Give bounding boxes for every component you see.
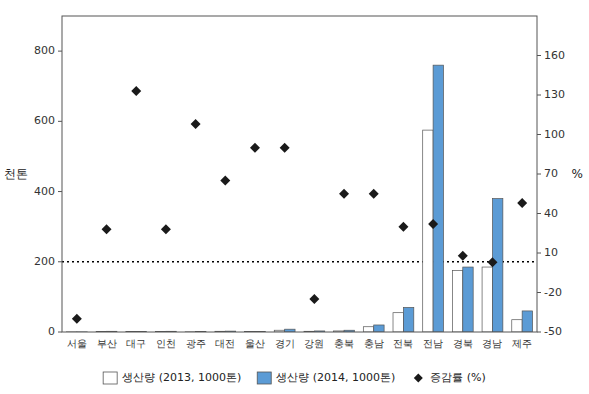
x-tick-label: 충북: [334, 338, 354, 349]
y2-tick-label: 10: [544, 246, 558, 259]
marker: [398, 222, 408, 232]
bar: [482, 267, 492, 332]
x-tick-label: 울산: [245, 338, 265, 349]
y2-tick: [537, 253, 541, 254]
x-tick-label: 광주: [186, 338, 206, 349]
legend-label: 생산량 (2014, 1000톤): [276, 371, 395, 384]
x-tick-label: 경남: [482, 338, 502, 349]
x-tick-label: 대전: [215, 338, 235, 349]
marker: [309, 294, 319, 304]
x-tick-label: 경북: [453, 338, 473, 349]
bar: [452, 271, 462, 332]
x-tick-label: 전남: [423, 338, 443, 349]
marker: [428, 219, 438, 229]
legend-label: 생산량 (2013, 1000톤): [122, 371, 241, 384]
bar: [374, 325, 384, 332]
legend-swatch: [103, 372, 117, 384]
marker: [72, 314, 82, 324]
y2-tick: [537, 134, 541, 135]
y-tick-label: 0: [48, 325, 55, 338]
y-tick: [58, 51, 62, 52]
legend: 생산량 (2013, 1000톤) 생산량 (2014, 1000톤) 증감률 (%…: [103, 371, 486, 384]
y2-tick-label: -20: [544, 286, 562, 299]
marker: [191, 119, 201, 129]
legend-marker: [414, 374, 423, 383]
bar: [403, 307, 413, 332]
x-tick-label: 제주: [512, 338, 532, 349]
legend-item: 생산량 (2013, 1000톤): [103, 371, 241, 384]
x-tick-label: 충남: [364, 338, 384, 349]
bar: [393, 313, 403, 332]
y-tick-label: 600: [34, 114, 55, 127]
plot-area: [62, 65, 537, 332]
y2-tick-label: 70: [544, 167, 558, 180]
x-tick-label: 경기: [275, 338, 295, 349]
y2-tick-label: 40: [544, 207, 558, 220]
y2-tick: [537, 213, 541, 214]
marker: [220, 176, 230, 186]
y2-tick-label: -50: [544, 325, 562, 338]
marker: [487, 257, 497, 267]
y2-tick: [537, 332, 541, 333]
y2-tick: [537, 292, 541, 293]
marker: [369, 189, 379, 199]
x-tick-label: 부산: [97, 338, 117, 349]
y-tick: [58, 332, 62, 333]
x-tick-label: 대구: [126, 338, 146, 349]
y2-tick: [537, 174, 541, 175]
bar: [433, 65, 443, 332]
legend-swatch: [257, 372, 271, 384]
marker: [458, 251, 468, 261]
bar: [463, 267, 473, 332]
y-axis-label: 천톤: [4, 167, 28, 181]
y-tick-label: 800: [34, 44, 55, 57]
marker: [280, 143, 290, 153]
legend-item: 증감률 (%): [414, 371, 486, 384]
x-tick-label: 인천: [156, 338, 176, 349]
bar: [522, 311, 532, 332]
marker: [161, 224, 171, 234]
y-tick: [58, 191, 62, 192]
chart: 0 200 400 600 800 -50 -20 10 40 70 100 130 160 서울 부산 대구…: [0, 0, 589, 394]
y-tick: [58, 121, 62, 122]
legend-label: 증감률 (%): [430, 371, 486, 384]
y2-tick-label: 100: [544, 128, 565, 141]
y2-tick: [537, 95, 541, 96]
marker: [339, 189, 349, 199]
marker: [102, 224, 112, 234]
x-tick-label: 전북: [393, 338, 413, 349]
bar: [423, 130, 433, 332]
y2-tick-label: 130: [544, 88, 565, 101]
marker: [250, 143, 260, 153]
y-tick-label: 400: [34, 185, 55, 198]
bar: [363, 327, 373, 332]
x-tick-label: 강원: [304, 338, 324, 349]
y-tick: [58, 261, 62, 262]
plot-frame: [62, 16, 537, 332]
y-tick-label: 200: [34, 255, 55, 268]
legend-item: 생산량 (2014, 1000톤): [257, 371, 395, 384]
bar: [512, 320, 522, 332]
marker: [131, 86, 141, 96]
y2-tick: [537, 55, 541, 56]
x-tick-label: 서울: [67, 338, 87, 349]
reference-line: [62, 261, 537, 263]
y2-axis-label: %: [572, 167, 583, 181]
marker: [517, 198, 527, 208]
y2-tick-label: 160: [544, 49, 565, 62]
